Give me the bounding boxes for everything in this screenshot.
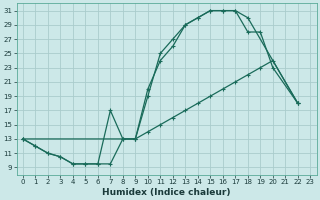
X-axis label: Humidex (Indice chaleur): Humidex (Indice chaleur): [102, 188, 231, 197]
